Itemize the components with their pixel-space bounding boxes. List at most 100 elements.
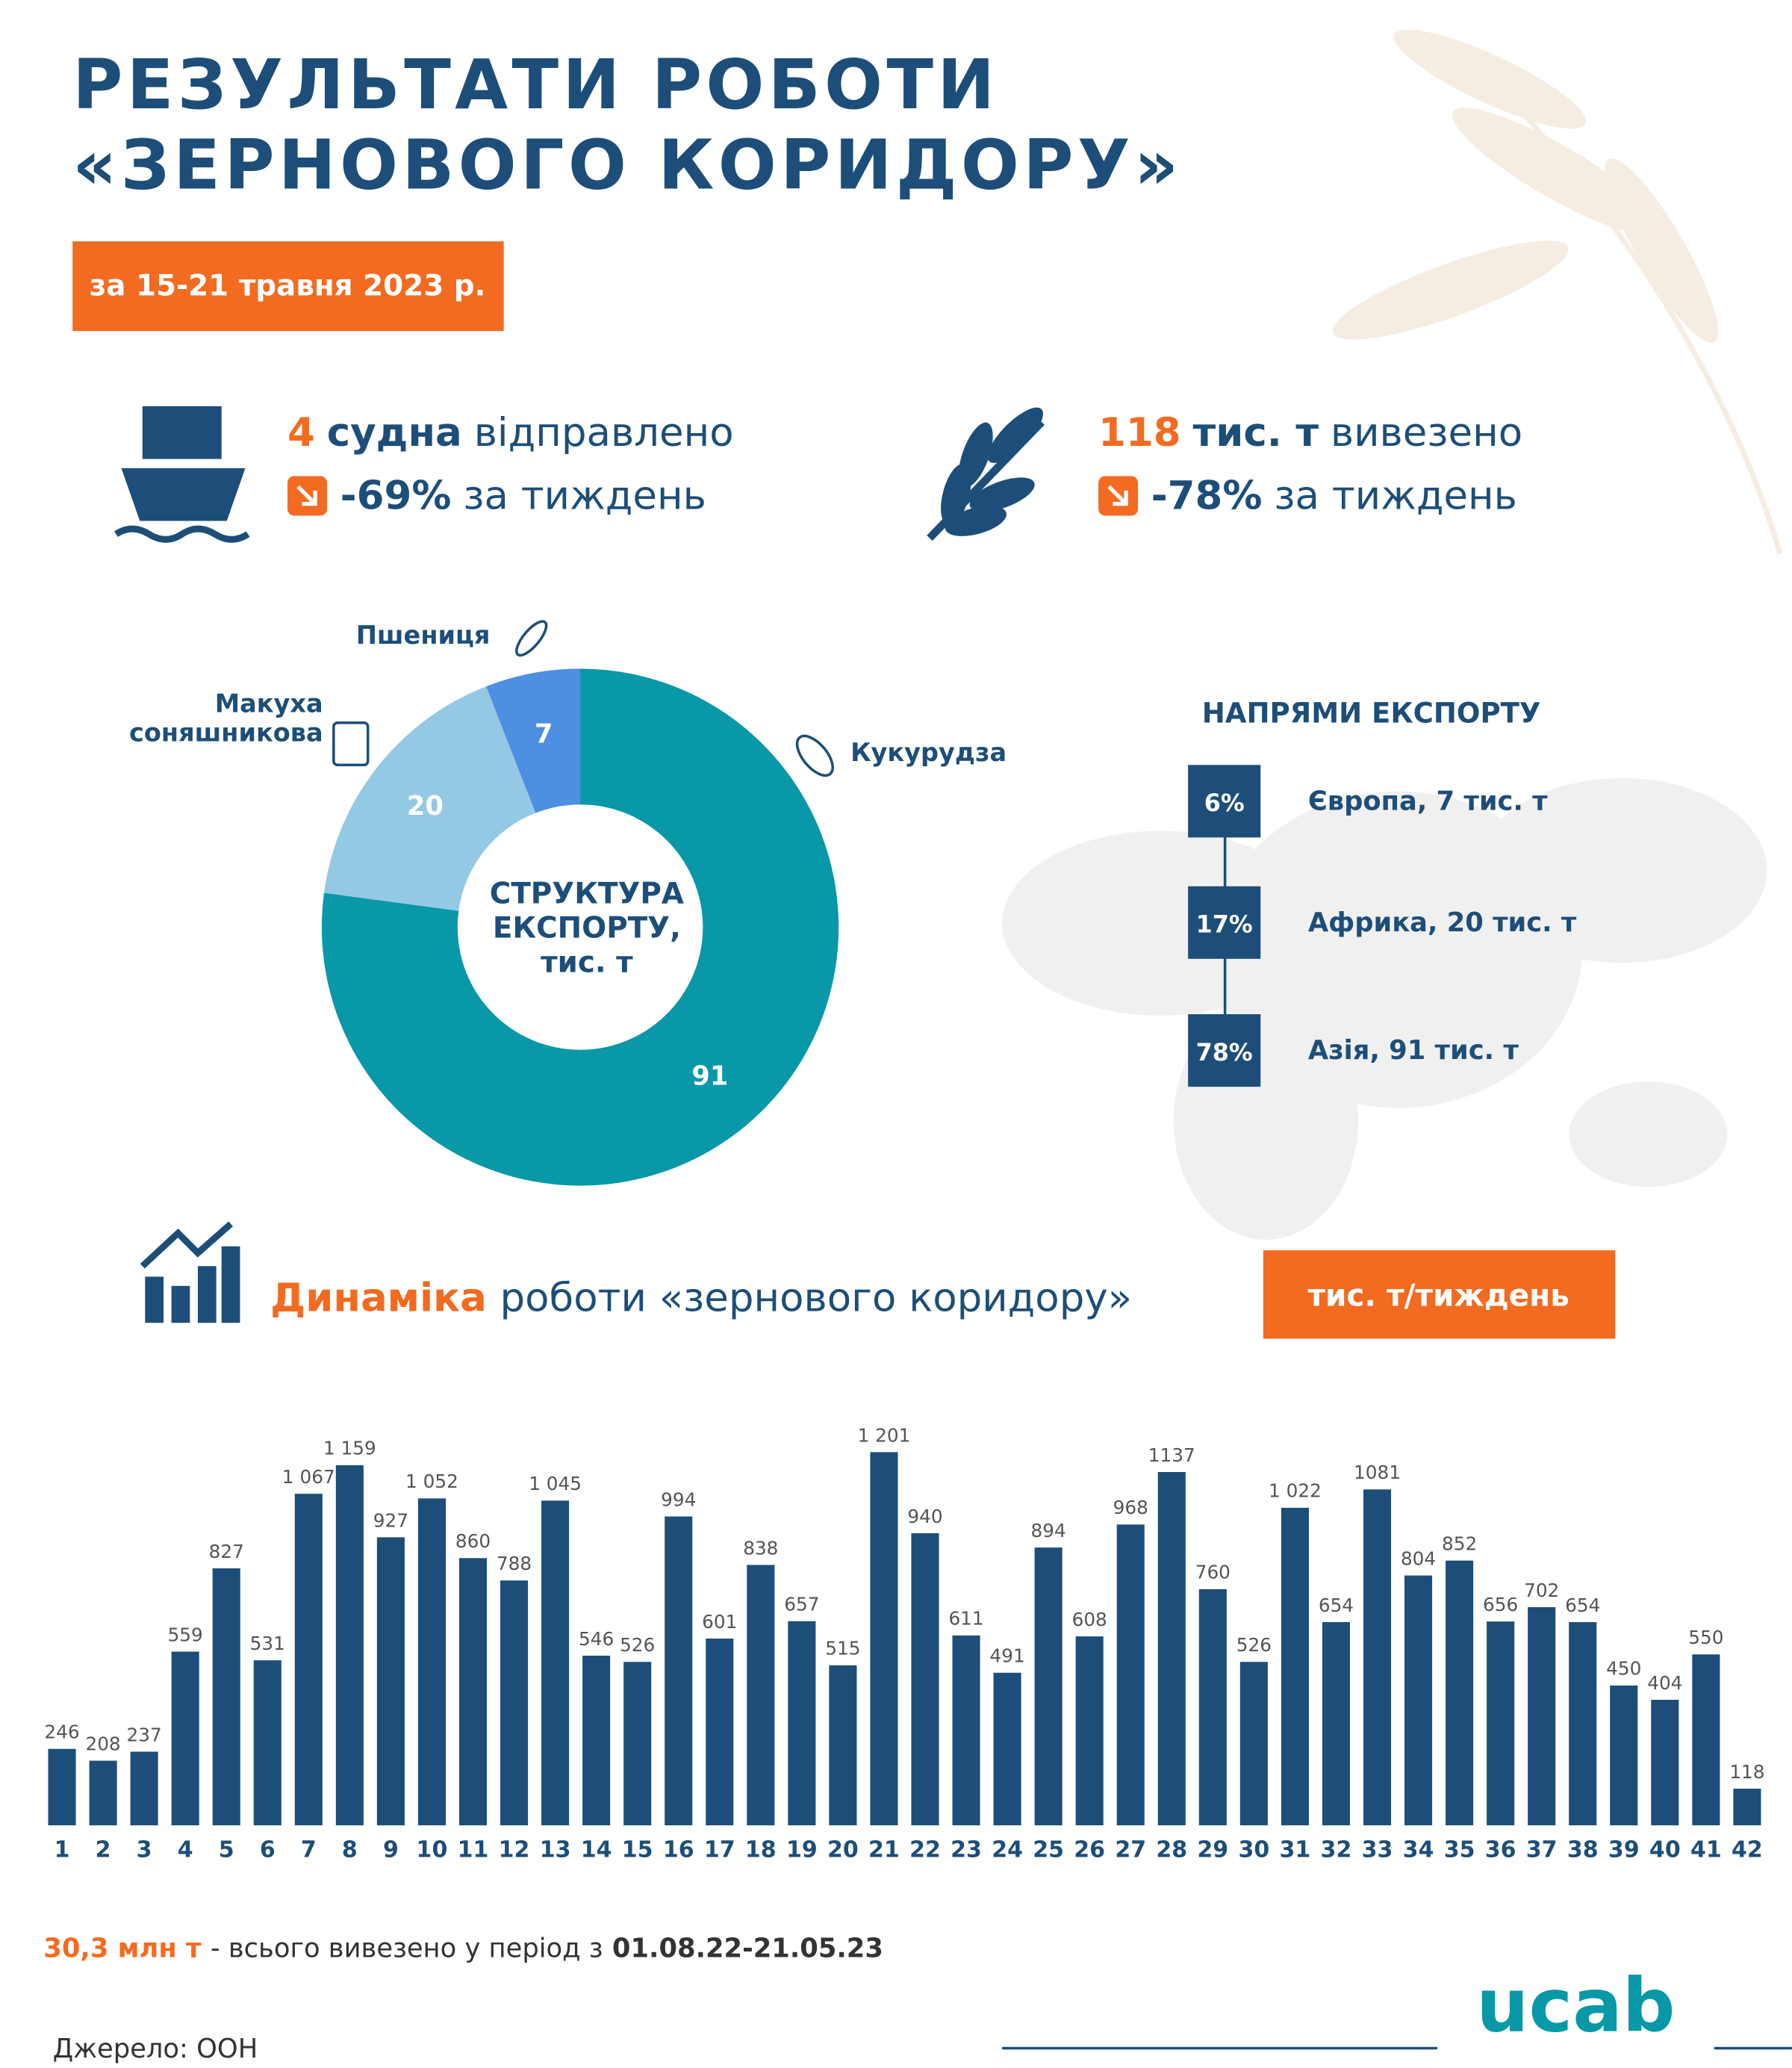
footer-total: 30,3 млн т <box>43 1934 202 1964</box>
x-tick-label: 38 <box>1567 1836 1599 1863</box>
value-label: 1 159 <box>323 1438 376 1459</box>
value-label: 1 052 <box>405 1471 458 1492</box>
bar <box>706 1639 734 1826</box>
source: Джерело: ООН <box>53 2034 258 2064</box>
stat-text: відправлено <box>474 410 734 456</box>
value-label: 702 <box>1524 1580 1559 1601</box>
category-text: Кукурудза <box>850 738 1007 768</box>
x-tick-label: 17 <box>704 1836 735 1863</box>
bar <box>253 1660 281 1826</box>
value-label: 968 <box>1113 1497 1148 1518</box>
x-tick-label: 36 <box>1485 1836 1516 1863</box>
x-tick-label: 27 <box>1115 1836 1146 1863</box>
value-label: 940 <box>907 1506 942 1527</box>
value-label: 237 <box>127 1724 162 1745</box>
value-label: 654 <box>1565 1595 1600 1616</box>
value-label: 1081 <box>1354 1462 1401 1483</box>
x-tick-label: 9 <box>383 1836 399 1863</box>
value-label: 208 <box>85 1733 120 1754</box>
value-label: 611 <box>948 1608 983 1630</box>
x-tick-label: 28 <box>1156 1836 1187 1863</box>
bar <box>1239 1662 1268 1826</box>
value-label: 404 <box>1647 1672 1682 1694</box>
direction-label: Азія, 91 тис. т <box>1308 1035 1519 1066</box>
share-box <box>1188 886 1261 959</box>
bar <box>1157 1472 1186 1826</box>
segment-label: 20 <box>407 791 444 822</box>
stat-number: 118 <box>1098 410 1181 456</box>
down-arrow <box>1107 485 1128 506</box>
bar <box>1198 1589 1227 1826</box>
value-label: 118 <box>1729 1761 1764 1783</box>
value-label: 860 <box>455 1530 491 1552</box>
share-box <box>1188 765 1261 838</box>
value-label: 515 <box>825 1638 860 1659</box>
donut-title: СТРУКТУРА <box>490 878 684 911</box>
stat-change: -69% <box>340 473 452 519</box>
x-tick-label: 13 <box>540 1836 571 1863</box>
value-label: 654 <box>1319 1595 1354 1616</box>
bar <box>48 1748 76 1826</box>
x-tick-label: 22 <box>909 1836 941 1863</box>
x-tick-label: 42 <box>1732 1836 1763 1863</box>
bar <box>1446 1560 1474 1826</box>
donut-title: ЕКСПОРТУ, <box>493 912 681 945</box>
value-label: 804 <box>1401 1547 1436 1569</box>
bar <box>582 1655 611 1826</box>
period-badge <box>72 241 504 332</box>
footer-dates: 01.08.22-21.05.23 <box>612 1934 883 1964</box>
bar <box>1733 1788 1761 1826</box>
direction-label: Африка, 20 тис. т <box>1308 907 1577 938</box>
x-tick-label: 25 <box>1033 1836 1064 1863</box>
x-tick-label: 35 <box>1444 1836 1475 1863</box>
chart-title: Динаміка роботи «зернового коридору» <box>270 1275 1132 1320</box>
category-label: Кукурудза <box>850 738 1007 768</box>
cake-icon <box>332 721 370 767</box>
value-label: 559 <box>168 1624 203 1645</box>
bar <box>89 1760 117 1826</box>
segment-label: 7 <box>535 718 553 749</box>
bar <box>788 1621 816 1826</box>
x-tick-label: 37 <box>1526 1836 1558 1863</box>
wheat-icon <box>927 407 1045 541</box>
value-label: 852 <box>1442 1533 1477 1554</box>
x-tick-label: 23 <box>951 1836 982 1863</box>
chart-unit: тис. т/тиждень <box>1307 1277 1569 1313</box>
x-tick-label: 1 <box>55 1836 70 1863</box>
bar <box>376 1537 405 1826</box>
x-tick-label: 39 <box>1608 1836 1640 1863</box>
logo: ucab <box>1476 1963 1676 2049</box>
donut-segment <box>486 668 581 813</box>
bar <box>171 1651 199 1826</box>
x-tick-label: 31 <box>1280 1836 1311 1863</box>
bar <box>1651 1699 1679 1826</box>
x-tick-label: 16 <box>663 1836 694 1863</box>
category-label: Макуха соняшникова <box>129 690 323 748</box>
donut-segment <box>321 668 839 1186</box>
bar <box>500 1580 529 1826</box>
value-label: 246 <box>44 1721 79 1743</box>
stat-line: 118 тис. т вивезено <box>1098 410 1522 456</box>
corn-icon <box>795 734 834 777</box>
bar <box>952 1635 980 1826</box>
bar <box>1487 1621 1515 1826</box>
share: 78% <box>1196 1040 1253 1066</box>
bar <box>1281 1507 1309 1826</box>
share-box <box>1188 1014 1261 1087</box>
bar <box>1322 1621 1351 1826</box>
value-label: 827 <box>209 1541 244 1562</box>
wheat-mini-icon <box>515 620 548 657</box>
value-label: 656 <box>1483 1594 1518 1615</box>
value-label: 927 <box>373 1509 408 1531</box>
x-tick-label: 8 <box>342 1836 358 1863</box>
value-label: 1 201 <box>858 1424 911 1446</box>
bar <box>1692 1654 1720 1826</box>
x-tick-label: 18 <box>745 1836 777 1863</box>
x-tick-label: 2 <box>96 1836 111 1863</box>
wheat-decoration <box>1332 29 1783 555</box>
value-label: 450 <box>1606 1658 1641 1680</box>
x-tick-label: 5 <box>219 1836 234 1863</box>
x-tick-label: 14 <box>581 1836 612 1863</box>
bar <box>541 1500 570 1826</box>
